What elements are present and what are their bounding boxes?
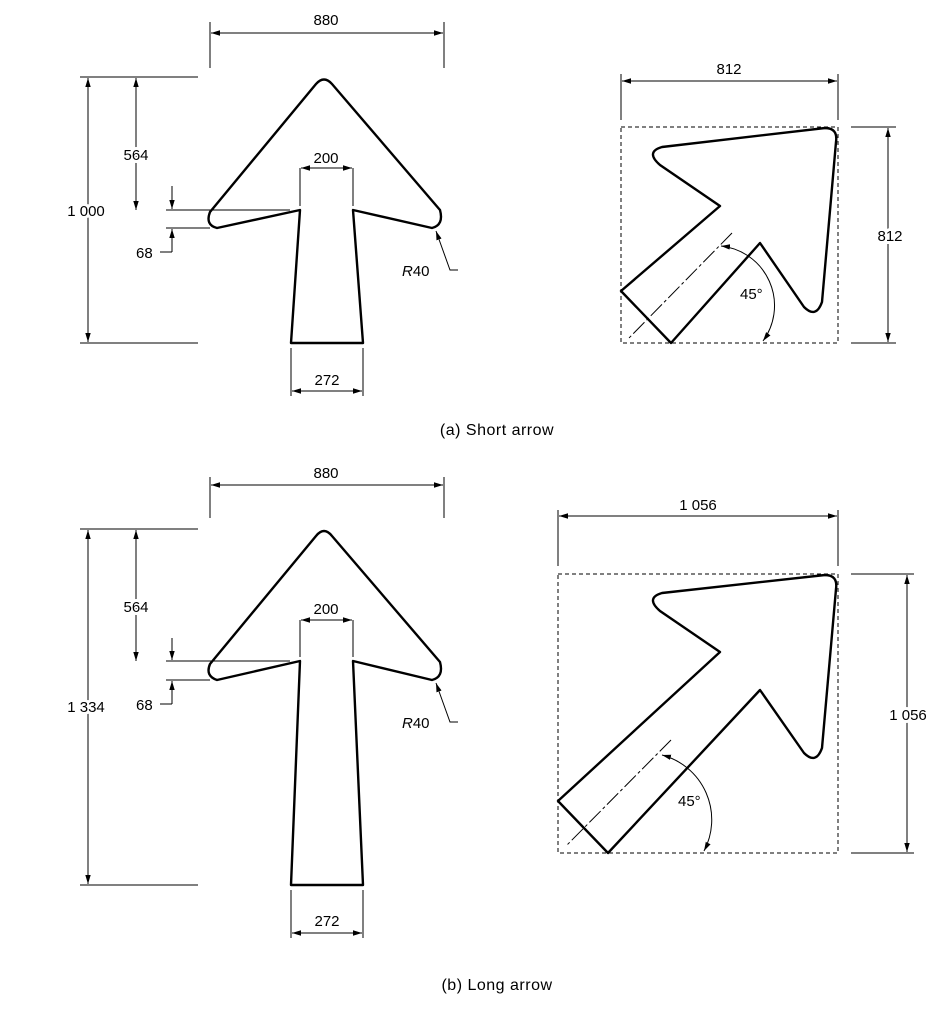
long-width-dim: 880: [313, 465, 338, 482]
long-tail-width-dim: 272: [314, 913, 339, 930]
long-box-height-dim: 1 056: [889, 707, 927, 724]
long-angle-label: 45°: [678, 793, 701, 810]
short-width-dim: 880: [313, 12, 338, 29]
long-arrow-diagonal: 1 056 1 056 45°: [556, 497, 930, 855]
short-tail-width-dim: 272: [314, 372, 339, 389]
caption-short-arrow: (a) Short arrow: [440, 422, 554, 439]
short-diagonal-outline: [619, 126, 838, 345]
short-neck-width-dim: 200: [313, 150, 338, 167]
short-arrow-diagonal: 812 812 45°: [619, 61, 906, 345]
short-box-width-dim: 812: [716, 61, 741, 78]
short-angle-label: 45°: [740, 286, 763, 303]
long-height-dim: 1 334: [67, 699, 105, 716]
short-box-height-dim: 812: [877, 228, 902, 245]
long-neck-width-dim: 200: [313, 601, 338, 618]
long-barb-offset-dim: 68: [136, 697, 153, 714]
long-arrow-upright: 880 1 334 564 68 200 272 R40: [64, 465, 458, 938]
short-arrow-upright: 880 1 000 564 68 200 272 R40: [64, 12, 458, 396]
short-head-depth-dim: 564: [123, 147, 148, 164]
caption-long-arrow: (b) Long arrow: [441, 977, 552, 994]
long-arrow-outline: [207, 529, 443, 887]
short-barb-offset-dim: 68: [136, 245, 153, 262]
short-radius-label: R40: [402, 263, 430, 280]
long-radius-label: R40: [402, 715, 430, 732]
long-diagonal-outline: [556, 573, 838, 855]
long-bounding-box: [557, 573, 839, 854]
long-head-depth-dim: 564: [123, 599, 148, 616]
short-height-dim: 1 000: [67, 203, 105, 220]
short-bounding-box: [620, 126, 839, 344]
long-box-width-dim: 1 056: [679, 497, 717, 514]
short-arrow-outline: [207, 78, 443, 345]
